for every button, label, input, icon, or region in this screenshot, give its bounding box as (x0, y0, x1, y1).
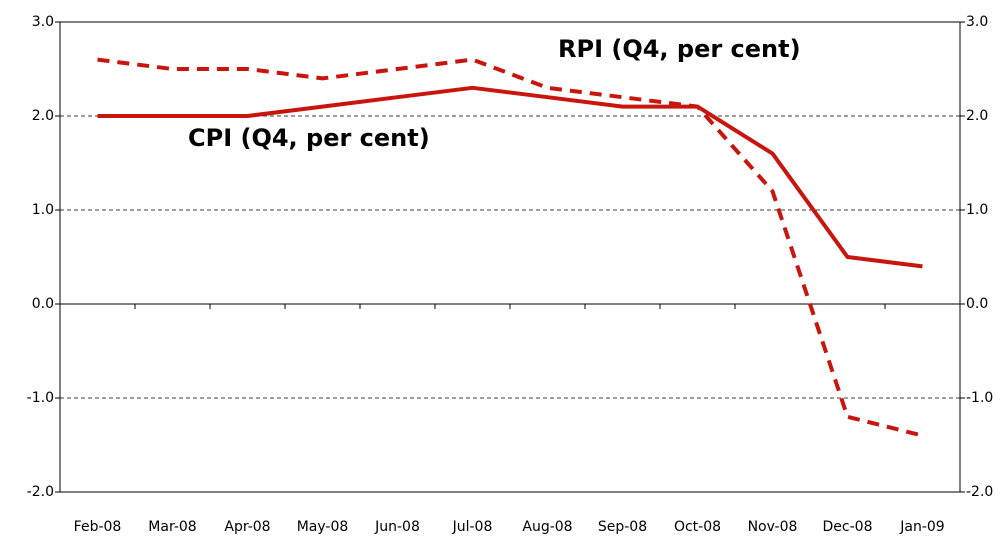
y-tick-label: 3.0 (32, 14, 54, 30)
y2-tick-label: 2.0 (966, 108, 988, 124)
y-tick-label: 2.0 (32, 108, 54, 124)
y2-tick-label: -1.0 (966, 390, 993, 406)
x-tick-label: May-08 (297, 519, 349, 535)
y2-tick-label: 1.0 (966, 202, 988, 218)
x-tick-label: Dec-08 (823, 519, 873, 535)
x-tick-label: Aug-08 (522, 519, 572, 535)
x-tick-label: Feb-08 (74, 519, 122, 535)
y2-tick-label: 3.0 (966, 14, 988, 30)
x-tick-label: Oct-08 (674, 519, 721, 535)
x-tick-label: Jun-08 (374, 519, 420, 535)
y-tick-label: 1.0 (32, 202, 54, 218)
x-tick-label: Mar-08 (148, 519, 196, 535)
y2-tick-label: -2.0 (966, 484, 993, 500)
y-tick-label: -2.0 (27, 484, 54, 500)
plot-frame (59, 21, 961, 493)
y-tick-label: -1.0 (27, 390, 54, 406)
line-series (97, 85, 923, 269)
x-tick-label: Nov-08 (748, 519, 798, 535)
y2-tick-label: 0.0 (966, 296, 988, 312)
series-annotation: CPI (Q4, per cent) (188, 124, 430, 152)
x-tick-label: Jul-08 (452, 519, 493, 535)
x-tick-label: Jan-09 (899, 519, 944, 535)
x-tick-label: Sep-08 (598, 519, 647, 535)
line-series (97, 57, 923, 438)
series-annotation: RPI (Q4, per cent) (558, 35, 801, 63)
y-tick-label: 0.0 (32, 296, 54, 312)
x-tick-label: Apr-08 (224, 519, 270, 535)
